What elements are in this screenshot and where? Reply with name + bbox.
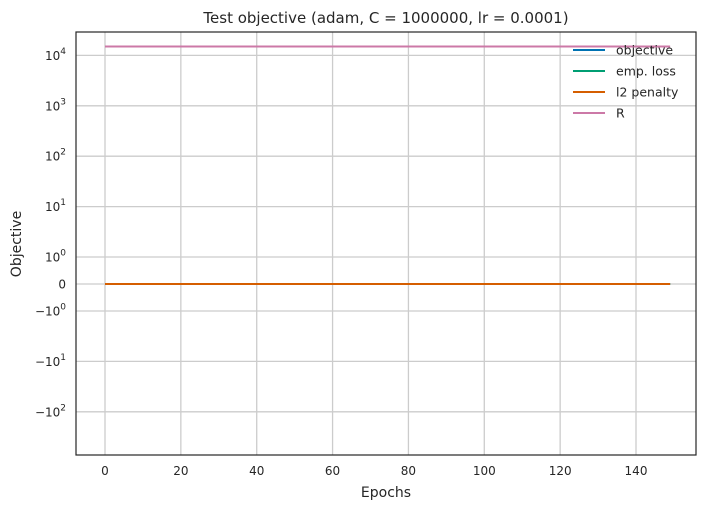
y-tick-label: −102 [35, 403, 66, 419]
y-tick-label: −100 [35, 303, 66, 319]
legend-label: objective [616, 43, 673, 58]
series-lines [105, 45, 671, 285]
x-tick-labels: 0 20 40 60 80 100 120 140 [101, 464, 647, 478]
legend-label: R [616, 106, 625, 121]
x-tick-label: 60 [325, 464, 340, 478]
x-tick-label: 40 [249, 464, 264, 478]
legend-label: emp. loss [616, 64, 676, 79]
x-tick-label: 0 [101, 464, 109, 478]
y-tick-labels: −102 −101 −100 0 100 101 102 103 104 [35, 47, 66, 419]
x-tick-label: 120 [549, 464, 572, 478]
x-tick-label: 20 [173, 464, 188, 478]
y-tick-label: 100 [45, 249, 66, 265]
plot-frame [75, 31, 697, 456]
legend-label: l2 penalty [616, 85, 679, 100]
x-tick-label: 140 [625, 464, 648, 478]
legend: objective emp. loss l2 penalty R [573, 43, 679, 121]
y-tick-label: 104 [45, 47, 66, 63]
x-tick-label: 100 [473, 464, 496, 478]
x-tick-label: 80 [401, 464, 416, 478]
y-axis-label: Objective [9, 211, 25, 277]
y-tick-label: 103 [45, 97, 66, 113]
chart-title: Test objective (adam, C = 1000000, lr = … [202, 9, 568, 27]
y-tick-label: −101 [35, 353, 66, 369]
y-tick-label: 102 [45, 148, 66, 164]
x-axis-label: Epochs [361, 485, 411, 501]
y-tick-label: 101 [45, 198, 66, 214]
grid [76, 32, 696, 455]
y-tick-label: 0 [58, 278, 66, 292]
